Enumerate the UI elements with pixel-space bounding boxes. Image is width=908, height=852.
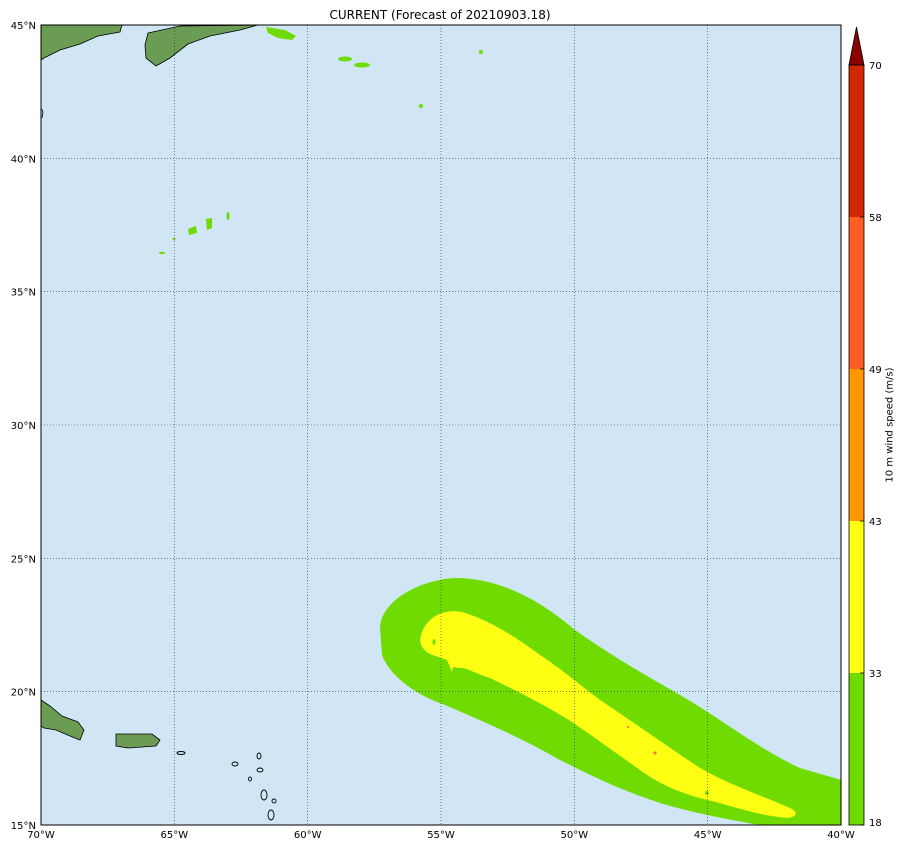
island-outline (256, 752, 262, 760)
lon-tick-label: 65°W (161, 830, 189, 841)
wind-patch (206, 218, 212, 230)
colorbar-segment (849, 521, 864, 673)
island-outline (176, 751, 186, 755)
lat-tick-label: 30°N (11, 421, 36, 432)
colorbar-frame (848, 64, 865, 826)
map-frame (40, 24, 842, 826)
colorbar: 18 33 43 49 58 70 (848, 26, 882, 829)
lon-tick-label: 55°W (427, 830, 455, 841)
wind-patch (338, 56, 352, 62)
colorbar-tick-label: 49 (869, 365, 882, 376)
wind-swath-green-dot (452, 667, 458, 673)
lon-tick-label: 50°W (561, 830, 589, 841)
wind-patch (159, 251, 165, 255)
lon-tick-label: 60°W (294, 830, 322, 841)
island-outline (260, 789, 268, 801)
island-outlines (176, 751, 277, 821)
land-puerto-rico (115, 733, 161, 749)
colorbar-tick-label: 43 (869, 517, 882, 528)
wind-speed-spot (653, 751, 657, 755)
island-outline (271, 798, 277, 804)
wind-swath-green-dot (705, 791, 709, 795)
lon-tick-label: 45°W (694, 830, 722, 841)
wind-swath-yellow (420, 611, 796, 818)
island-outline (248, 776, 252, 782)
island-outline (256, 767, 264, 773)
colorbar-label: 10 m wind speed (m/s) (884, 367, 896, 483)
island-outline (267, 809, 275, 821)
colorbar-tick-label: 33 (869, 669, 882, 680)
lat-tick-label: 20°N (11, 688, 36, 699)
colorbar-segment (849, 65, 864, 217)
colorbar-segment (849, 369, 864, 521)
lat-tick-label: 15°N (11, 821, 36, 832)
land-nova-west-edge (41, 107, 44, 119)
gridlines (41, 25, 841, 825)
wind-patch (479, 50, 483, 54)
wind-patch (354, 62, 370, 68)
lat-tick-label: 35°N (11, 288, 36, 299)
map-area (41, 25, 841, 825)
colorbar-tick-label: 70 (869, 61, 882, 72)
colorbar-extend-arrow (848, 26, 865, 66)
colorbar-tick-label: 18 (869, 818, 882, 829)
wind-patch (226, 212, 230, 220)
lat-tick-label: 25°N (11, 554, 36, 565)
lon-tick-label: 70°W (27, 830, 55, 841)
wind-swath-green-dot (432, 639, 436, 645)
land-nova-scotia (41, 25, 123, 61)
lat-tick-label: 40°N (11, 154, 36, 165)
wind-patch (188, 226, 197, 235)
wind-patch (172, 237, 176, 241)
colorbar-segment (849, 217, 864, 369)
land-masses (41, 25, 296, 749)
colorbar-tick-label: 58 (869, 213, 882, 224)
land-cuba-east (41, 699, 85, 741)
axis-ticks: 70°W 65°W 60°W 55°W 50°W 45°W 40°W 15°N 20°N 25°N… (11, 21, 855, 841)
island-outline (231, 761, 239, 767)
small-wind-patches (159, 50, 483, 255)
colorbar-segment (849, 673, 864, 825)
land-sable-patch (266, 27, 296, 40)
lat-tick-label: 45°N (11, 21, 36, 32)
map-title: CURRENT (Forecast of 20210903.18) (329, 8, 551, 22)
wind-patch (419, 104, 423, 108)
wind-speed-spot (626, 725, 630, 729)
lon-tick-label: 40°W (827, 830, 855, 841)
